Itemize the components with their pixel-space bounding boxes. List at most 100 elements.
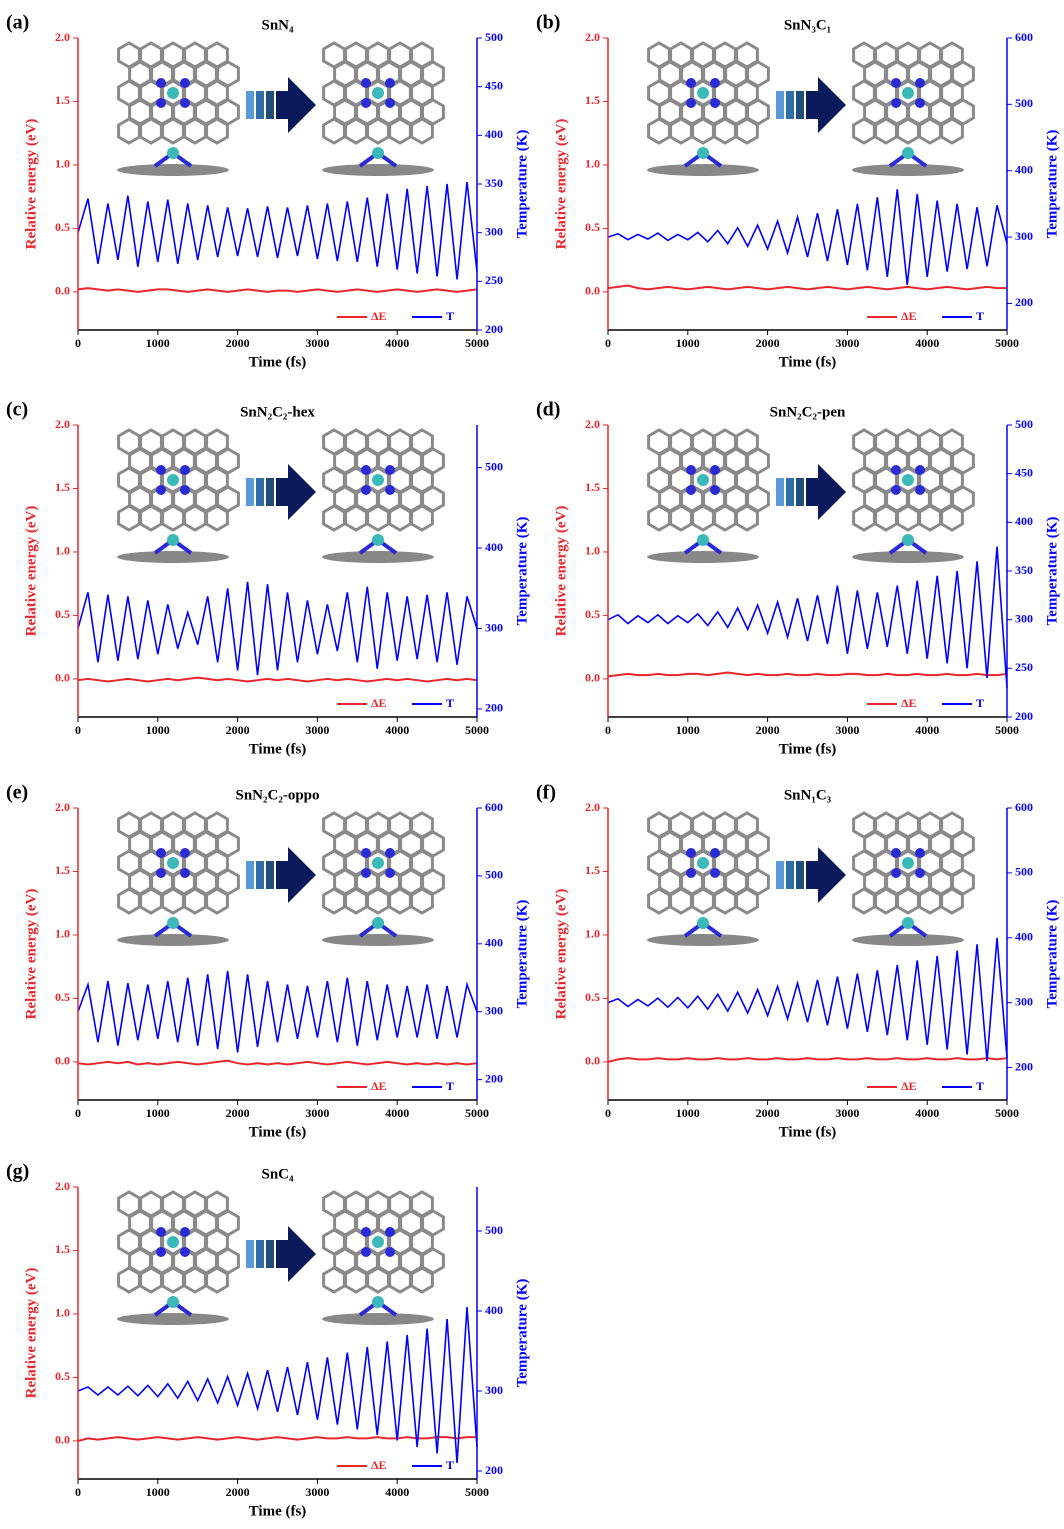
ring bbox=[898, 506, 919, 530]
y-tick-label: 0.5 bbox=[585, 220, 600, 234]
x-tick-label: 3000 bbox=[835, 336, 859, 350]
ring bbox=[854, 119, 875, 143]
side-view bbox=[117, 164, 229, 176]
legend-label: ΔE bbox=[371, 696, 387, 710]
arrow-bar bbox=[266, 91, 274, 119]
x-tick-label: 5000 bbox=[465, 336, 489, 350]
molecule-inset bbox=[117, 430, 238, 563]
x-tick-label: 5000 bbox=[995, 1106, 1019, 1120]
panel-label: (e) bbox=[6, 782, 28, 804]
y2-tick-label: 500 bbox=[1015, 865, 1033, 879]
y2-tick-label: 400 bbox=[1015, 162, 1033, 176]
y2-tick-label: 300 bbox=[1015, 611, 1033, 625]
y2-tick-label: 200 bbox=[1015, 1059, 1033, 1073]
atom bbox=[697, 857, 709, 869]
y-axis-title: Relative energy (eV) bbox=[23, 506, 39, 637]
ring bbox=[412, 119, 433, 143]
ring bbox=[368, 889, 389, 913]
molecule-inset bbox=[117, 43, 238, 176]
arrow-bar bbox=[776, 861, 784, 889]
atom bbox=[167, 87, 179, 99]
atom bbox=[902, 917, 914, 929]
y-tick-label: 0.0 bbox=[585, 671, 600, 685]
legend-label: ΔE bbox=[371, 1079, 387, 1093]
atom bbox=[915, 868, 925, 878]
y-tick-label: 1.5 bbox=[585, 93, 600, 107]
y2-axis-title: Temperature (K) bbox=[514, 517, 530, 626]
y-tick-label: 2.0 bbox=[585, 800, 600, 814]
y2-tick-label: 300 bbox=[1015, 229, 1033, 243]
x-tick-label: 0 bbox=[75, 1106, 81, 1120]
atom bbox=[686, 78, 696, 88]
energy-line bbox=[78, 1061, 477, 1065]
y-axis-title: Relative energy (eV) bbox=[23, 119, 39, 250]
atom bbox=[361, 485, 371, 495]
atom bbox=[372, 1296, 384, 1308]
energy-line bbox=[78, 288, 477, 292]
ring bbox=[412, 1268, 433, 1292]
energy-line bbox=[608, 1058, 1007, 1062]
side-view bbox=[322, 551, 434, 563]
x-tick-label: 5000 bbox=[995, 723, 1019, 737]
atom bbox=[180, 98, 190, 108]
x-tick-label: 2000 bbox=[226, 1106, 250, 1120]
y2-tick-label: 500 bbox=[485, 1223, 503, 1237]
x-tick-label: 3000 bbox=[305, 1485, 329, 1499]
y-tick-label: 2.0 bbox=[585, 30, 600, 44]
ring bbox=[185, 119, 206, 143]
atom bbox=[710, 98, 720, 108]
legend-label: T bbox=[976, 696, 984, 710]
arrow-bar bbox=[246, 478, 254, 506]
y2-tick-label: 200 bbox=[485, 701, 503, 715]
arrow-bar bbox=[256, 1240, 264, 1268]
arrow bbox=[806, 464, 846, 520]
atom bbox=[156, 485, 166, 495]
y2-tick-label: 200 bbox=[485, 1463, 503, 1477]
panel-label: (d) bbox=[536, 399, 560, 421]
molecule-inset bbox=[322, 430, 443, 563]
chart-title: SnC₄ bbox=[261, 1166, 294, 1182]
atom bbox=[902, 87, 914, 99]
ring bbox=[854, 506, 875, 530]
x-tick-label: 1000 bbox=[146, 1106, 170, 1120]
y-tick-label: 1.5 bbox=[55, 863, 70, 877]
y-axis-title: Relative energy (eV) bbox=[553, 889, 569, 1020]
y2-axis-title: Temperature (K) bbox=[1044, 130, 1060, 239]
y-tick-label: 0.5 bbox=[585, 990, 600, 1004]
atom bbox=[710, 78, 720, 88]
arrow-bar bbox=[246, 91, 254, 119]
atom bbox=[385, 465, 395, 475]
ring bbox=[119, 889, 140, 913]
x-tick-label: 3000 bbox=[835, 723, 859, 737]
atom bbox=[180, 78, 190, 88]
atom bbox=[156, 1227, 166, 1237]
x-axis-title: Time (fs) bbox=[779, 354, 837, 370]
x-tick-label: 4000 bbox=[915, 723, 939, 737]
ring bbox=[346, 506, 367, 530]
atom bbox=[891, 848, 901, 858]
y2-tick-label: 300 bbox=[1015, 994, 1033, 1008]
temperature-line bbox=[608, 189, 1007, 285]
atom bbox=[710, 848, 720, 858]
atom bbox=[167, 1236, 179, 1248]
atom bbox=[361, 848, 371, 858]
atom bbox=[891, 98, 901, 108]
x-tick-label: 4000 bbox=[915, 1106, 939, 1120]
ring bbox=[898, 119, 919, 143]
y2-tick-label: 250 bbox=[1015, 660, 1033, 674]
figure: 0100020003000400050000.00.51.01.52.02002… bbox=[0, 0, 1064, 1524]
arrow-bar bbox=[266, 1240, 274, 1268]
energy-line bbox=[78, 678, 477, 682]
y2-axis-title: Temperature (K) bbox=[514, 900, 530, 1009]
x-axis-title: Time (fs) bbox=[779, 1124, 837, 1140]
molecule-inset bbox=[322, 813, 443, 946]
arrow bbox=[806, 77, 846, 133]
ring bbox=[920, 889, 941, 913]
molecule-inset bbox=[852, 43, 973, 176]
atom bbox=[915, 78, 925, 88]
y2-tick-label: 500 bbox=[1015, 417, 1033, 431]
ring bbox=[185, 1268, 206, 1292]
x-tick-label: 5000 bbox=[465, 723, 489, 737]
y-axis-title: Relative energy (eV) bbox=[23, 1268, 39, 1399]
